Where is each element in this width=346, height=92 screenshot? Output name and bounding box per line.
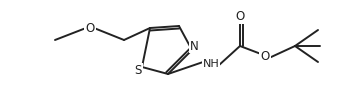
Text: O: O bbox=[261, 49, 270, 62]
Text: S: S bbox=[134, 63, 142, 77]
Text: NH: NH bbox=[203, 59, 219, 69]
Text: O: O bbox=[235, 10, 245, 23]
Text: N: N bbox=[190, 39, 198, 53]
Text: O: O bbox=[85, 22, 94, 34]
